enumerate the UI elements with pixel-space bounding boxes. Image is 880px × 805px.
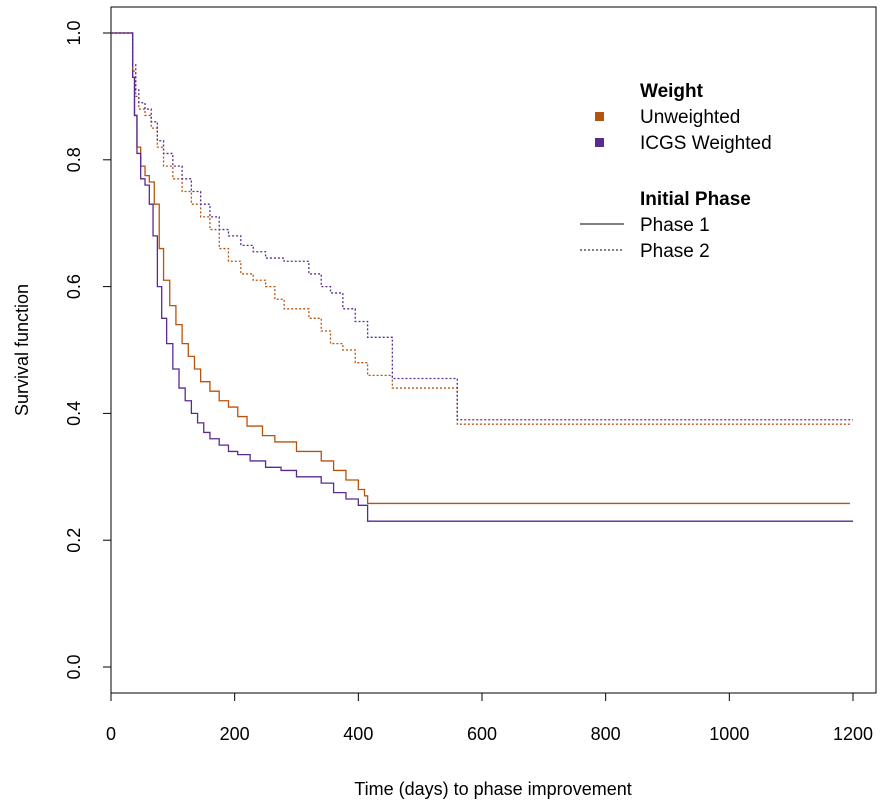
legend-swatch-unweighted bbox=[595, 112, 604, 121]
legend-label-unweighted: Unweighted bbox=[640, 107, 740, 128]
y-axis: 0.0 0.2 0.4 0.6 0.8 1.0 bbox=[64, 20, 112, 680]
legend-label-phase-2: Phase 2 bbox=[640, 241, 710, 262]
y-tick-label: 0.6 bbox=[64, 274, 84, 299]
x-axis: 0 200 400 600 800 1000 1200 bbox=[106, 692, 873, 744]
x-tick-label: 400 bbox=[343, 724, 373, 744]
x-tick-label: 1200 bbox=[833, 724, 873, 744]
x-tick-label: 600 bbox=[467, 724, 497, 744]
legend-phase-title: Initial Phase bbox=[640, 189, 751, 210]
x-axis-title: Time (days) to phase improvement bbox=[354, 779, 631, 799]
y-tick-label: 0.8 bbox=[64, 147, 84, 172]
x-tick-label: 800 bbox=[591, 724, 621, 744]
series-line-icgs-weighted-phase-1 bbox=[111, 32, 853, 522]
x-tick-label: 200 bbox=[220, 724, 250, 744]
series-layer bbox=[111, 32, 853, 522]
y-axis-title: Survival function bbox=[12, 284, 32, 416]
plot-frame bbox=[110, 6, 877, 694]
series-line-icgs-weighted-phase-2 bbox=[111, 32, 853, 421]
y-tick-label: 0.2 bbox=[64, 528, 84, 553]
y-tick-label: 1.0 bbox=[64, 20, 84, 45]
series-line-unweighted-phase-1 bbox=[111, 32, 850, 505]
series-line-unweighted-phase-2 bbox=[111, 32, 850, 425]
legend-swatch-icgs-weighted bbox=[595, 138, 604, 147]
x-tick-label: 0 bbox=[106, 724, 116, 744]
legend-label-icgs-weighted: ICGS Weighted bbox=[640, 133, 772, 154]
y-tick-label: 0.4 bbox=[64, 401, 84, 426]
legend: Weight Unweighted ICGS Weighted Initial … bbox=[580, 81, 772, 262]
legend-label-phase-1: Phase 1 bbox=[640, 215, 710, 236]
y-tick-label: 0.0 bbox=[64, 654, 84, 679]
x-tick-label: 1000 bbox=[709, 724, 749, 744]
legend-weight-title: Weight bbox=[640, 81, 704, 102]
